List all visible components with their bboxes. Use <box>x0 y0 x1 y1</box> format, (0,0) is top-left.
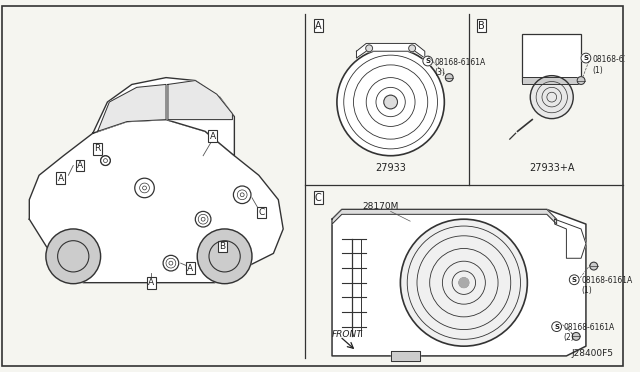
Polygon shape <box>390 351 420 361</box>
Text: S: S <box>584 55 588 61</box>
Bar <box>522 33 581 83</box>
Text: A: A <box>210 132 216 141</box>
Text: 08168-6161A
(2): 08168-6161A (2) <box>563 323 615 342</box>
Polygon shape <box>168 80 232 119</box>
Circle shape <box>401 219 527 346</box>
Circle shape <box>445 74 453 81</box>
Polygon shape <box>29 119 284 283</box>
Bar <box>522 77 581 84</box>
Circle shape <box>552 322 561 331</box>
Circle shape <box>337 48 444 156</box>
Text: S: S <box>572 277 577 283</box>
Circle shape <box>590 262 598 270</box>
Text: B: B <box>220 242 226 251</box>
Polygon shape <box>332 209 586 356</box>
Text: A: A <box>315 21 322 31</box>
Circle shape <box>365 45 372 52</box>
Circle shape <box>423 56 433 66</box>
Polygon shape <box>98 84 166 131</box>
Circle shape <box>384 95 397 109</box>
Polygon shape <box>356 44 425 58</box>
Circle shape <box>234 186 251 203</box>
Text: C: C <box>259 208 265 217</box>
Circle shape <box>570 275 579 285</box>
Circle shape <box>581 53 591 63</box>
Text: A: A <box>77 161 83 170</box>
Polygon shape <box>93 78 234 156</box>
Circle shape <box>46 229 100 284</box>
Circle shape <box>197 229 252 284</box>
Text: 08168-6161A
(1): 08168-6161A (1) <box>593 55 640 74</box>
Text: FRONT: FRONT <box>332 330 363 339</box>
Circle shape <box>572 333 580 340</box>
Circle shape <box>195 211 211 227</box>
Text: C: C <box>315 193 322 203</box>
Circle shape <box>577 77 585 84</box>
Text: A: A <box>188 263 193 273</box>
Text: 27933: 27933 <box>375 163 406 173</box>
Circle shape <box>459 278 468 288</box>
Polygon shape <box>555 219 586 258</box>
Circle shape <box>531 76 573 119</box>
Text: B: B <box>478 21 485 31</box>
Text: J28400F5: J28400F5 <box>572 349 613 358</box>
Circle shape <box>100 156 110 166</box>
Text: 27933+A: 27933+A <box>529 163 575 173</box>
Text: 08168-6161A
(3): 08168-6161A (3) <box>435 58 486 77</box>
Text: R: R <box>95 144 100 153</box>
Text: 08168-6161A
(1): 08168-6161A (1) <box>581 276 632 295</box>
Text: S: S <box>554 324 559 330</box>
Text: A: A <box>148 278 154 287</box>
Circle shape <box>135 178 154 198</box>
Text: 28170M: 28170M <box>363 202 399 211</box>
Circle shape <box>409 45 415 52</box>
Text: S: S <box>425 58 430 64</box>
Text: A: A <box>58 174 63 183</box>
Circle shape <box>163 255 179 271</box>
Polygon shape <box>332 209 557 224</box>
